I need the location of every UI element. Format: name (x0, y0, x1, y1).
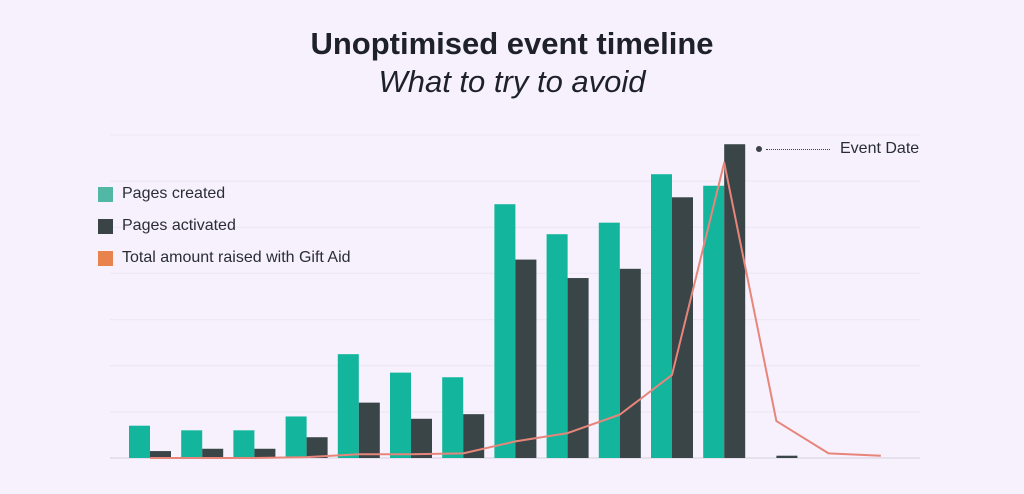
bar-pages-created (181, 430, 203, 458)
bar-pages-activated (358, 402, 380, 458)
bar-pages-created (233, 430, 255, 458)
bar-pages-created (598, 222, 620, 458)
legend-item-gift-aid: Total amount raised with Gift Aid (98, 242, 351, 274)
bar-pages-activated (776, 455, 798, 458)
bar-pages-created (390, 372, 411, 458)
bar-pages-activated (150, 451, 171, 458)
bar-pages-created (651, 174, 672, 458)
bar-pages-created (703, 185, 725, 458)
event-date-dot (756, 146, 762, 152)
bar-pages-activated (463, 414, 485, 458)
line-gift-aid (150, 161, 881, 459)
chart-subtitle: What to try to avoid (378, 64, 646, 99)
legend-swatch-gift-aid (98, 250, 113, 266)
bar-pages-created (285, 416, 307, 458)
legend-item-pages-activated: Pages activated (98, 210, 351, 242)
bar-pages-created (129, 425, 150, 458)
legend-label: Total amount raised with Gift Aid (122, 249, 351, 266)
bar-pages-activated (724, 144, 746, 458)
bar-pages-created (494, 204, 516, 458)
chart-legend: Pages created Pages activated Total amou… (98, 178, 351, 274)
legend-swatch-pages-created (98, 186, 113, 202)
bar-series-group (129, 144, 798, 459)
bar-pages-activated (254, 448, 276, 458)
bar-pages-activated (672, 197, 693, 459)
bar-pages-activated (515, 259, 537, 458)
legend-label: Pages created (122, 185, 226, 202)
bar-pages-created (546, 234, 568, 458)
bar-pages-created (337, 354, 359, 458)
bar-pages-activated (202, 448, 224, 458)
bar-pages-activated (411, 418, 432, 458)
chart-title: Unoptimised event timeline (310, 26, 714, 61)
bar-pages-activated (567, 278, 589, 458)
event-date-label: Event Date (840, 140, 920, 157)
legend-swatch-pages-activated (98, 218, 113, 234)
bar-pages-activated (619, 268, 641, 458)
legend-item-pages-created: Pages created (98, 178, 351, 210)
event-date-annotation: Event Date (756, 140, 919, 158)
bar-pages-activated (306, 437, 328, 458)
bar-pages-created (442, 377, 464, 458)
event-date-leader-line (766, 148, 830, 150)
line-series-group (150, 161, 881, 459)
legend-label: Pages activated (122, 217, 236, 234)
